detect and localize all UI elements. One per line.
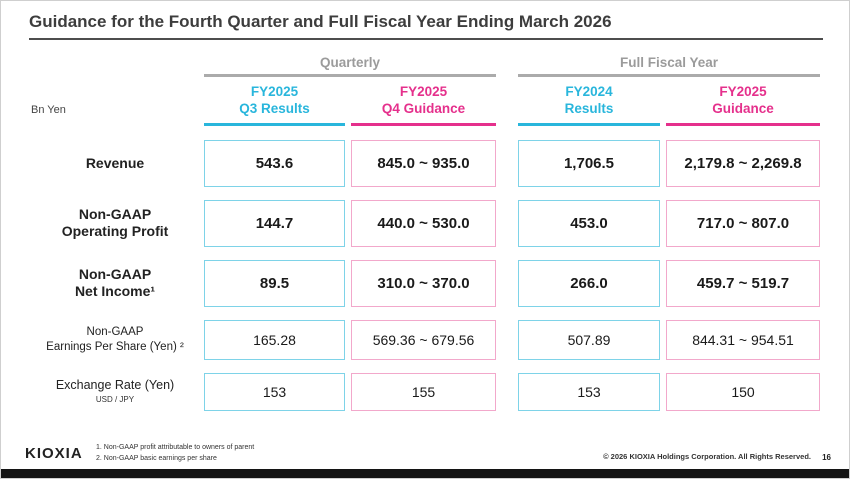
table-row-eps: Non-GAAP Earnings Per Share (Yen) ² 165.… bbox=[29, 319, 823, 360]
title-rule bbox=[29, 38, 823, 40]
column-header-line1: FY2024 bbox=[565, 84, 613, 99]
copyright: © 2026 KIOXIA Holdings Corporation. All … bbox=[603, 452, 811, 461]
row-label-exchange-rate: Exchange Rate (Yen) USD / JPY bbox=[55, 378, 175, 405]
cell-revenue-q4-guidance: 845.0 ~ 935.0 bbox=[351, 139, 496, 187]
cell-revenue-q3-results: 543.6 bbox=[204, 139, 345, 187]
cell-op-profit-q3-results: 144.7 bbox=[204, 199, 345, 247]
row-label-net-income: Non-GAAP Net Income¹ bbox=[74, 265, 156, 300]
cell-eps-q4-guidance: 569.36 ~ 679.56 bbox=[351, 319, 496, 360]
column-header-line2: Results bbox=[564, 100, 614, 116]
spacer bbox=[499, 200, 515, 247]
cell-fx-fy2024-results: 153 bbox=[518, 372, 660, 411]
row-label-eps: Non-GAAP Earnings Per Share (Yen) ² bbox=[46, 326, 184, 353]
table-row-operating-profit: Non-GAAP Operating Profit 144.7 440.0 ~ … bbox=[29, 199, 823, 247]
column-header-row: Bn Yen FY2025 Q3 Results FY2025 Q4 Guida… bbox=[29, 84, 823, 126]
slide-title: Guidance for the Fourth Quarter and Full… bbox=[29, 12, 612, 31]
footnotes: 1. Non-GAAP profit attributable to owner… bbox=[96, 442, 254, 464]
column-header-fy2025-guidance: FY2025 Guidance bbox=[663, 84, 823, 126]
cell-op-profit-q4-guidance: 440.0 ~ 530.0 bbox=[351, 199, 496, 247]
footnote-2: 2. Non-GAAP basic earnings per share bbox=[96, 454, 217, 462]
column-underline-pink bbox=[666, 122, 820, 126]
group-full-fiscal-year-underline bbox=[518, 74, 820, 77]
column-header-line2: Q4 Guidance bbox=[381, 100, 466, 116]
cell-net-income-fy2024-results: 266.0 bbox=[518, 259, 660, 307]
cell-eps-q3-results: 165.28 bbox=[204, 319, 345, 360]
guidance-table: Quarterly Full Fiscal Year Bn Yen FY2025… bbox=[29, 55, 823, 424]
footnote-1: 1. Non-GAAP profit attributable to owner… bbox=[96, 443, 255, 451]
column-header-line2: Q3 Results bbox=[239, 100, 310, 116]
group-quarterly-label: Quarterly bbox=[319, 55, 381, 70]
cell-op-profit-fy2025-guidance: 717.0 ~ 807.0 bbox=[666, 199, 820, 247]
cell-eps-fy2025-guidance: 844.31 ~ 954.51 bbox=[666, 319, 820, 360]
column-header-fy2025-q4-guidance: FY2025 Q4 Guidance bbox=[348, 84, 499, 126]
cell-fx-q4-guidance: 155 bbox=[351, 372, 496, 411]
kioxia-logo: KIOXIA bbox=[25, 445, 83, 462]
page-number: 16 bbox=[822, 453, 831, 462]
group-header-quarterly: Quarterly bbox=[201, 55, 499, 77]
table-row-net-income: Non-GAAP Net Income¹ 89.5 310.0 ~ 370.0 … bbox=[29, 259, 823, 307]
unit-label: Bn Yen bbox=[31, 103, 66, 116]
cell-fx-q3-results: 153 bbox=[204, 372, 345, 411]
column-header-line2: Guidance bbox=[712, 100, 774, 116]
column-underline-pink bbox=[351, 122, 496, 126]
row-label-revenue: Revenue bbox=[85, 154, 145, 171]
row-label-operating-profit: Non-GAAP Operating Profit bbox=[61, 205, 169, 240]
spacer bbox=[499, 320, 515, 360]
cell-net-income-q3-results: 89.5 bbox=[204, 259, 345, 307]
column-header-line1: FY2025 bbox=[250, 84, 299, 99]
column-header-fy2025-q3-results: FY2025 Q3 Results bbox=[201, 84, 348, 126]
table-row-exchange-rate: Exchange Rate (Yen) USD / JPY 153 155 15… bbox=[29, 372, 823, 411]
cell-net-income-q4-guidance: 310.0 ~ 370.0 bbox=[351, 259, 496, 307]
column-header-line1: FY2025 bbox=[719, 84, 767, 99]
spacer bbox=[499, 84, 515, 126]
cell-eps-fy2024-results: 507.89 bbox=[518, 319, 660, 360]
cell-revenue-fy2024-results: 1,706.5 bbox=[518, 139, 660, 187]
cell-revenue-fy2025-guidance: 2,179.8 ~ 2,269.8 bbox=[666, 139, 820, 187]
group-full-fiscal-year-label: Full Fiscal Year bbox=[619, 55, 719, 70]
spacer bbox=[499, 260, 515, 307]
group-header-row: Quarterly Full Fiscal Year bbox=[29, 55, 823, 77]
group-header-full-fiscal-year: Full Fiscal Year bbox=[515, 55, 823, 77]
cell-fx-fy2025-guidance: 150 bbox=[666, 372, 820, 411]
spacer bbox=[499, 140, 515, 187]
column-underline-cyan bbox=[518, 122, 660, 126]
cell-op-profit-fy2024-results: 453.0 bbox=[518, 199, 660, 247]
spacer bbox=[499, 373, 515, 411]
bottom-bar bbox=[1, 469, 849, 478]
group-quarterly-underline bbox=[204, 74, 496, 77]
spacer bbox=[29, 55, 201, 77]
column-header-line1: FY2025 bbox=[399, 84, 448, 99]
column-underline-cyan bbox=[204, 122, 345, 126]
cell-net-income-fy2025-guidance: 459.7 ~ 519.7 bbox=[666, 259, 820, 307]
table-row-revenue: Revenue 543.6 845.0 ~ 935.0 1,706.5 2,17… bbox=[29, 139, 823, 187]
column-header-fy2024-results: FY2024 Results bbox=[515, 84, 663, 126]
